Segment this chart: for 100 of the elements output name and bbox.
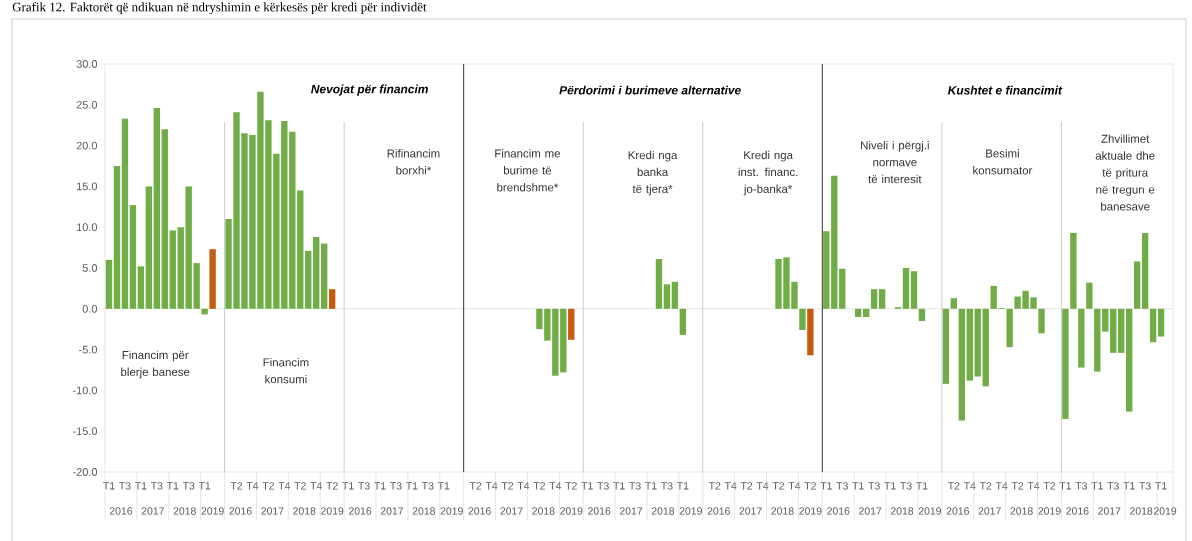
- y-tick-label: 5.0: [82, 264, 98, 272]
- bar: [1086, 282, 1093, 309]
- x-tick-label: T1: [103, 482, 115, 490]
- text: 2016: [229, 507, 252, 515]
- x-tick-label: T3: [358, 482, 370, 490]
- bar: [1006, 308, 1013, 348]
- x-tick-label: T3: [1139, 482, 1151, 490]
- bar: [679, 308, 687, 335]
- x-tick-label: T2: [262, 482, 274, 490]
- bar: [799, 308, 806, 330]
- bar: [105, 259, 113, 309]
- annotation: Zhvillimet aktuale dhe të pritura në tregun e banesave: [1095, 134, 1155, 211]
- bar: [137, 266, 145, 309]
- x-tick-label: T1: [1059, 482, 1071, 490]
- text: 2016: [468, 507, 491, 515]
- x-tick-label: T1: [437, 482, 450, 490]
- bar: [663, 284, 671, 309]
- x-tick-label: T2: [708, 482, 721, 490]
- x-tick-label: T3: [119, 482, 131, 490]
- bar: [870, 289, 878, 309]
- y-tick-label: -10.0: [73, 386, 98, 395]
- bar: [1118, 308, 1125, 353]
- bar: [113, 165, 121, 309]
- text: 2019: [440, 507, 463, 515]
- bar: [878, 289, 886, 309]
- annotation: Financim me burime të brendshme*: [495, 149, 561, 192]
- annotation: Nevojat për financim: [311, 84, 428, 96]
- x-tick-label: T3: [597, 482, 609, 490]
- bar: [1125, 308, 1133, 412]
- text: 2016: [109, 507, 133, 515]
- bar: [942, 308, 950, 384]
- x-tick-label: T4: [278, 482, 291, 490]
- bar: [862, 308, 870, 317]
- text: 2018: [532, 507, 555, 515]
- text: 2017: [380, 507, 404, 515]
- x-tick-label: T2: [533, 482, 545, 490]
- text: 2019: [679, 507, 702, 515]
- x-tick-label: T1: [374, 482, 386, 490]
- x-tick-label: T2: [1043, 482, 1056, 490]
- text: 2019: [1038, 507, 1061, 515]
- x-tick-label: T3: [182, 482, 195, 490]
- x-tick-label: T1: [1091, 482, 1103, 490]
- text: 2018: [771, 507, 794, 515]
- bar: [655, 259, 663, 309]
- bar: [1133, 261, 1141, 309]
- bar: [1141, 232, 1149, 309]
- bar: [328, 289, 336, 309]
- x-tick-label: T1: [198, 482, 211, 490]
- bar: [1102, 308, 1109, 332]
- annotation: Besimi konsumator: [973, 149, 1033, 175]
- x-tick-label: T2: [469, 482, 482, 490]
- x-tick-label: T1: [581, 482, 593, 490]
- bar: [1038, 308, 1045, 334]
- x-tick-label: T4: [756, 482, 769, 490]
- annotation: Rifinancim borxhi*: [387, 149, 440, 175]
- bar: [1110, 308, 1117, 353]
- bar: [209, 249, 216, 309]
- x-tick-label: T2: [947, 482, 960, 490]
- x-tick-label: T2: [565, 482, 577, 490]
- bar: [1070, 232, 1077, 309]
- x-tick-label: T2: [1011, 482, 1024, 490]
- x-tick-label: T1: [852, 482, 864, 490]
- bar: [982, 308, 989, 387]
- text: 2017: [619, 507, 643, 515]
- x-tick-label: T3: [1107, 482, 1119, 490]
- y-tick-label: 30.0: [76, 60, 98, 68]
- x-tick-label: T3: [629, 482, 641, 490]
- annotation: Financim për blerje banese: [121, 350, 190, 379]
- x-tick-label: T3: [661, 482, 673, 490]
- y-tick-label: 15.0: [76, 182, 98, 191]
- bar: [807, 308, 814, 356]
- y-tick-label: 10.0: [76, 223, 98, 232]
- text: 2017: [141, 507, 164, 515]
- text: 2016: [1066, 507, 1089, 515]
- text: 2019: [321, 507, 344, 515]
- y-tick-label: 0.0: [82, 304, 98, 313]
- y-tick-label: -20.0: [73, 468, 98, 476]
- x-tick-label: T4: [246, 482, 259, 490]
- annotation: Kredi nga inst. financ. jo-banka*: [738, 150, 798, 196]
- x-tick-label: T1: [613, 482, 625, 490]
- text: 2019: [1153, 507, 1177, 515]
- bar: [161, 129, 168, 309]
- bar: [1149, 308, 1157, 343]
- x-tick-label: T2: [740, 482, 753, 490]
- x-tick-label: T1: [884, 482, 896, 490]
- y-tick-label: 20.0: [76, 141, 98, 150]
- x-tick-label: T3: [868, 482, 880, 490]
- annotation: Kushtet e financimit: [947, 85, 1063, 95]
- chart-title: Grafik 12. Faktorët që ndikuan në ndryshimin e kërkesës për kredi për individët: [12, 2, 427, 15]
- x-tick-label: T4: [517, 482, 530, 490]
- bar: [297, 190, 304, 309]
- text: 2018: [412, 507, 435, 515]
- bar: [918, 308, 926, 322]
- x-tick-label: T1: [405, 482, 418, 490]
- bar: [966, 308, 973, 381]
- x-tick-label: T3: [900, 482, 912, 490]
- bar: [958, 308, 965, 421]
- bar: [153, 108, 161, 309]
- x-tick-label: T3: [1075, 482, 1087, 490]
- text: 2018: [173, 507, 196, 515]
